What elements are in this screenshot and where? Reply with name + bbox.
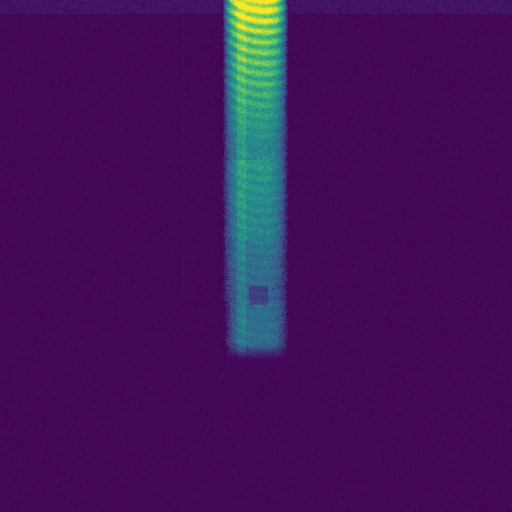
spectrogram-canvas (0, 0, 512, 512)
spectrogram-view (0, 0, 512, 512)
